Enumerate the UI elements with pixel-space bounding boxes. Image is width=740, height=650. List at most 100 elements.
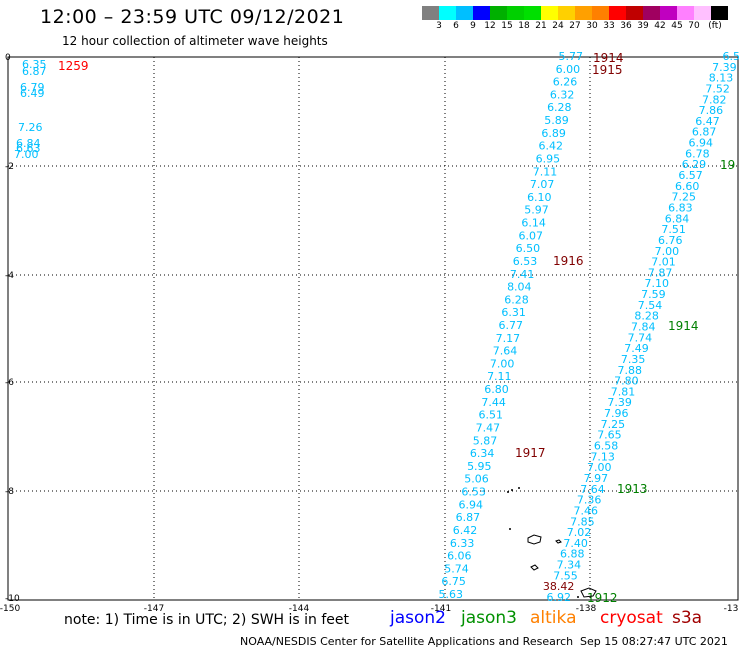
wave-height-value: 6.84 bbox=[16, 137, 41, 150]
wave-height-value: 6.94 bbox=[688, 137, 713, 150]
islet-dot bbox=[507, 491, 509, 493]
wave-height-value: 7.25 bbox=[672, 191, 697, 204]
islet-dot bbox=[577, 596, 579, 598]
wave-height-value: 6.87 bbox=[22, 65, 47, 78]
color-swatch bbox=[507, 6, 524, 20]
wave-height-value: 7.11 bbox=[487, 370, 512, 383]
island-outline bbox=[527, 534, 542, 545]
color-scale-label: 27 bbox=[569, 21, 581, 31]
islet-dot bbox=[509, 528, 511, 530]
wave-height-value: 7.00 bbox=[14, 148, 39, 161]
wave-height-value: 7.02 bbox=[567, 526, 592, 539]
wave-height-value: 7.96 bbox=[604, 407, 629, 420]
pass-time-label: 1913 bbox=[617, 482, 648, 496]
wave-height-color-scale bbox=[422, 6, 728, 20]
map-title: 12:00 – 23:59 UTC 09/12/2021 bbox=[40, 6, 345, 28]
wave-height-value: 5.77 bbox=[559, 50, 584, 63]
color-swatch bbox=[422, 6, 439, 20]
wave-height-value: 6.53 bbox=[461, 486, 486, 499]
color-scale-label: 12 bbox=[484, 21, 496, 31]
color-swatch bbox=[660, 6, 677, 20]
wave-height-value: 7.00 bbox=[587, 461, 612, 474]
pass-time-label: 1916 bbox=[553, 254, 584, 268]
wave-height-value: 7.55 bbox=[553, 569, 578, 582]
color-scale-labels: 3 6 9 12 15 18 21 24 27 30 33 36 39 42 45 70 (ft) bbox=[422, 21, 740, 33]
pass-time-label: 1917 bbox=[515, 446, 546, 460]
wave-height-value: 6.76 bbox=[658, 234, 683, 247]
wave-height-value: 6.78 bbox=[685, 147, 710, 160]
color-swatch bbox=[575, 6, 592, 20]
legend-jason2: jason2 bbox=[390, 608, 446, 628]
wave-height-value: 5.63 bbox=[439, 588, 464, 601]
wave-height-value: 5.95 bbox=[467, 460, 492, 473]
color-swatch bbox=[439, 6, 456, 20]
color-swatch bbox=[456, 6, 473, 20]
wave-height-value: 5.87 bbox=[473, 434, 498, 447]
wave-height-value: 6.29 bbox=[682, 158, 707, 171]
wave-height-value: 7.01 bbox=[651, 256, 676, 269]
wave-height-value: 6.79 bbox=[20, 81, 45, 94]
wave-height-value: 7.59 bbox=[641, 288, 666, 301]
color-swatch bbox=[677, 6, 694, 20]
longitude-tick-label: -138 bbox=[576, 604, 597, 614]
pass-time-label: 1914 bbox=[668, 319, 699, 333]
wave-height-value: 8.28 bbox=[634, 310, 659, 323]
wave-height-value: 6.75 bbox=[441, 575, 466, 588]
wave-height-value: 6.87 bbox=[692, 126, 717, 139]
wave-height-value: 7.87 bbox=[648, 266, 673, 279]
latitude-tick-label: -10 bbox=[5, 594, 20, 604]
legend-altika: altika bbox=[530, 608, 577, 628]
wave-height-value: 6.42 bbox=[539, 140, 564, 153]
longitude-tick-label: -150 bbox=[0, 604, 20, 614]
color-scale-label: 33 bbox=[603, 21, 615, 31]
wave-height-value: 7.17 bbox=[496, 332, 521, 345]
legend-s3a: s3a bbox=[672, 608, 703, 628]
wave-height-value: 7.88 bbox=[617, 364, 642, 377]
wave-height-value: 6.49 bbox=[20, 87, 45, 100]
wave-height-value: 6.5 bbox=[723, 50, 740, 63]
wave-height-value: 7.80 bbox=[614, 375, 639, 388]
map-subtitle: 12 hour collection of altimeter wave hei… bbox=[62, 34, 328, 48]
wave-height-value: 7.13 bbox=[590, 450, 615, 463]
wave-height-value: 7.85 bbox=[570, 515, 595, 528]
color-scale-label: (ft) bbox=[708, 21, 722, 31]
wave-height-value: 6.95 bbox=[536, 152, 561, 165]
color-scale-label: 18 bbox=[518, 21, 530, 31]
wave-height-value: 7.81 bbox=[611, 385, 636, 398]
wave-height-value: 6.33 bbox=[450, 537, 475, 550]
wave-height-value: 6.31 bbox=[501, 306, 526, 319]
wave-height-value: 7.41 bbox=[510, 268, 535, 281]
color-scale-label: 42 bbox=[654, 21, 666, 31]
color-swatch bbox=[490, 6, 507, 20]
wave-height-value: 7.65 bbox=[597, 429, 622, 442]
color-scale-label: 9 bbox=[470, 21, 476, 31]
wave-height-value: 5.06 bbox=[464, 473, 489, 486]
wave-height-value: 6.83 bbox=[668, 201, 693, 214]
legend-cryosat: cryosat bbox=[600, 608, 663, 628]
wave-height-value: 7.34 bbox=[557, 559, 582, 572]
wave-height-value: 6.94 bbox=[459, 498, 484, 511]
pass-time-label: 19 bbox=[720, 158, 735, 172]
islet-dot bbox=[518, 487, 520, 489]
wave-height-value: 7.00 bbox=[490, 357, 515, 370]
wave-height-value: 6.51 bbox=[479, 409, 504, 422]
wave-height-value: 6.28 bbox=[547, 101, 572, 114]
wave-height-value: 7.11 bbox=[533, 165, 558, 178]
wave-height-value: 7.97 bbox=[584, 472, 609, 485]
wave-height-value: 6.35 bbox=[22, 58, 47, 71]
pass-time-label: 1914 bbox=[593, 51, 624, 65]
wave-height-value: 7.46 bbox=[574, 504, 599, 517]
wave-height-value: 6.84 bbox=[665, 212, 690, 225]
color-swatch bbox=[558, 6, 575, 20]
wave-height-value: 6.07 bbox=[519, 229, 544, 242]
wave-height-value: 5.97 bbox=[524, 204, 549, 217]
wave-height-value: 7.49 bbox=[624, 342, 649, 355]
wave-height-value: 6.63 bbox=[16, 142, 41, 155]
islet-dot bbox=[511, 489, 513, 491]
color-scale-label: 45 bbox=[671, 21, 683, 31]
latitude-tick-label: 0 bbox=[5, 53, 11, 63]
credit-line: NOAA/NESDIS Center for Satellite Applica… bbox=[240, 635, 574, 648]
wave-height-value: 5.74 bbox=[444, 562, 469, 575]
wave-height-value: 7.07 bbox=[530, 178, 555, 191]
wave-height-value: 6.77 bbox=[499, 319, 524, 332]
